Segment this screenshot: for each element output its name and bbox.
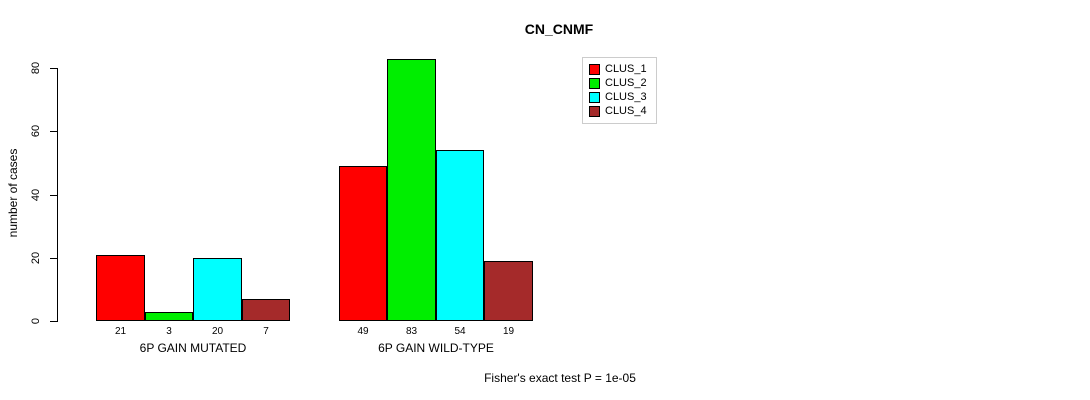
legend-swatch-icon xyxy=(589,78,600,89)
bar-clus_1-group2 xyxy=(339,166,387,321)
legend-item-clus_1: CLUS_1 xyxy=(589,63,647,76)
legend-label: CLUS_1 xyxy=(605,63,647,75)
y-tick-label: 80 xyxy=(30,61,42,75)
legend-swatch-icon xyxy=(589,64,600,75)
y-tick-label: 20 xyxy=(30,251,42,265)
bar-clus_4-group1 xyxy=(242,299,290,321)
bar-value-label: 7 xyxy=(263,326,269,337)
bar-value-label: 83 xyxy=(405,326,418,337)
bar-value-label: 54 xyxy=(454,326,466,337)
bar-clus_2-group1 xyxy=(145,312,193,321)
group-label: 6P GAIN WILD-TYPE xyxy=(378,341,494,355)
legend-swatch-icon xyxy=(589,106,600,117)
y-tick-label: 40 xyxy=(30,188,42,202)
bar-clus_4-group2 xyxy=(484,261,533,321)
bar-clus_2-group2 xyxy=(387,59,436,321)
y-tick-mark xyxy=(50,68,57,69)
bar-value-label: 20 xyxy=(211,326,224,337)
bar-clus_3-group2 xyxy=(436,150,484,321)
y-tick-mark xyxy=(50,195,57,196)
legend: CLUS_1 CLUS_2 CLUS_3 CLUS_4 xyxy=(582,57,657,124)
legend-label: CLUS_4 xyxy=(605,105,647,117)
chart-title: CN_CNMF xyxy=(524,21,594,37)
bar-value-label: 19 xyxy=(502,326,515,337)
bar-value-label: 3 xyxy=(166,326,172,337)
bar-clus_3-group1 xyxy=(193,258,242,321)
bar-value-label: 21 xyxy=(114,326,127,337)
y-tick-mark xyxy=(50,131,57,132)
legend-item-clus_2: CLUS_2 xyxy=(589,77,647,90)
stat-test-annotation: Fisher's exact test P = 1e-05 xyxy=(484,371,636,385)
y-tick-mark xyxy=(50,258,57,259)
legend-label: CLUS_2 xyxy=(605,77,647,89)
y-tick-label: 60 xyxy=(30,124,42,138)
legend-item-clus_3: CLUS_3 xyxy=(589,91,647,104)
group-label: 6P GAIN MUTATED xyxy=(139,341,247,355)
y-tick-label: 0 xyxy=(30,317,42,325)
legend-swatch-icon xyxy=(589,92,600,103)
y-axis-line xyxy=(57,68,58,322)
bar-value-label: 49 xyxy=(357,326,369,337)
legend-label: CLUS_3 xyxy=(605,91,647,103)
y-tick-mark xyxy=(50,321,57,322)
legend-item-clus_4: CLUS_4 xyxy=(589,105,647,118)
bar-clus_1-group1 xyxy=(96,255,145,321)
